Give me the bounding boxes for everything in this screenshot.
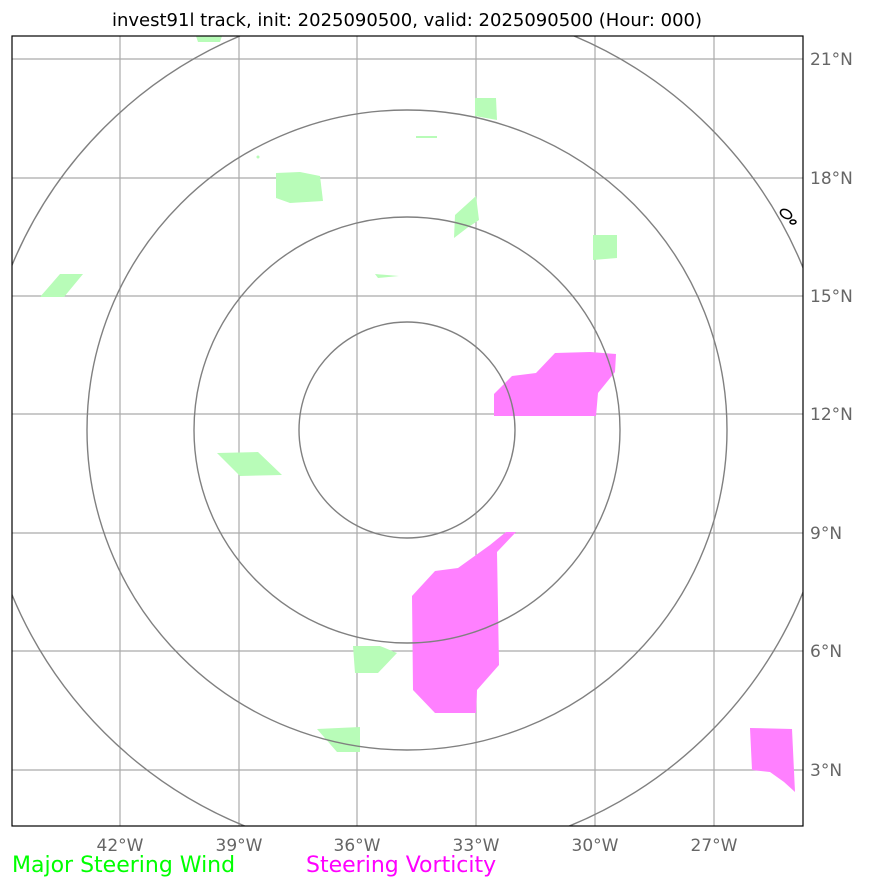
- gridlines: [12, 36, 803, 826]
- lat-tick-label: 18°N: [810, 169, 853, 189]
- vorticity-area: [412, 532, 516, 713]
- wind-area: [416, 136, 437, 138]
- wind-area: [40, 274, 83, 297]
- range-rings: [12, 36, 803, 826]
- wind-area: [217, 452, 282, 476]
- lat-tick-label: 21°N: [810, 50, 853, 70]
- lon-tick-label: 42°W: [97, 836, 144, 856]
- major-steering-wind-areas: [40, 36, 617, 752]
- wind-area: [454, 196, 479, 238]
- vorticity-area: [494, 352, 616, 416]
- cape-verde-coastline: [779, 208, 797, 225]
- steering-vorticity-areas: [412, 352, 795, 792]
- lat-tick-label: 12°N: [810, 405, 853, 425]
- map-title: invest91l track, init: 2025090500, valid…: [112, 10, 702, 31]
- wind-area: [256, 155, 260, 159]
- vorticity-area: [750, 728, 795, 792]
- legend-major-steering-wind: Major Steering Wind: [12, 853, 236, 878]
- wind-area: [353, 646, 397, 673]
- wind-area: [196, 36, 222, 42]
- lon-tick-label: 33°W: [453, 836, 500, 856]
- range-ring: [86, 109, 728, 751]
- lon-tick-label: 39°W: [216, 836, 263, 856]
- wind-area: [593, 235, 617, 260]
- lon-tick-label: 27°W: [691, 836, 738, 856]
- lat-tick-label: 9°N: [810, 524, 842, 544]
- range-ring: [193, 216, 621, 644]
- lon-tick-label: 36°W: [334, 836, 381, 856]
- legend-steering-vorticity: Steering Vorticity: [306, 853, 497, 878]
- lat-tick-label: 15°N: [810, 287, 853, 307]
- range-ring: [298, 321, 516, 539]
- wind-area: [475, 98, 497, 120]
- lon-tick-label: 30°W: [572, 836, 619, 856]
- wind-area: [317, 727, 360, 752]
- map-frame: [11, 35, 804, 827]
- wind-area: [375, 274, 399, 278]
- lat-tick-label: 3°N: [810, 761, 842, 781]
- wind-area: [276, 172, 323, 203]
- range-ring: [12, 36, 803, 826]
- lat-tick-label: 6°N: [810, 642, 842, 662]
